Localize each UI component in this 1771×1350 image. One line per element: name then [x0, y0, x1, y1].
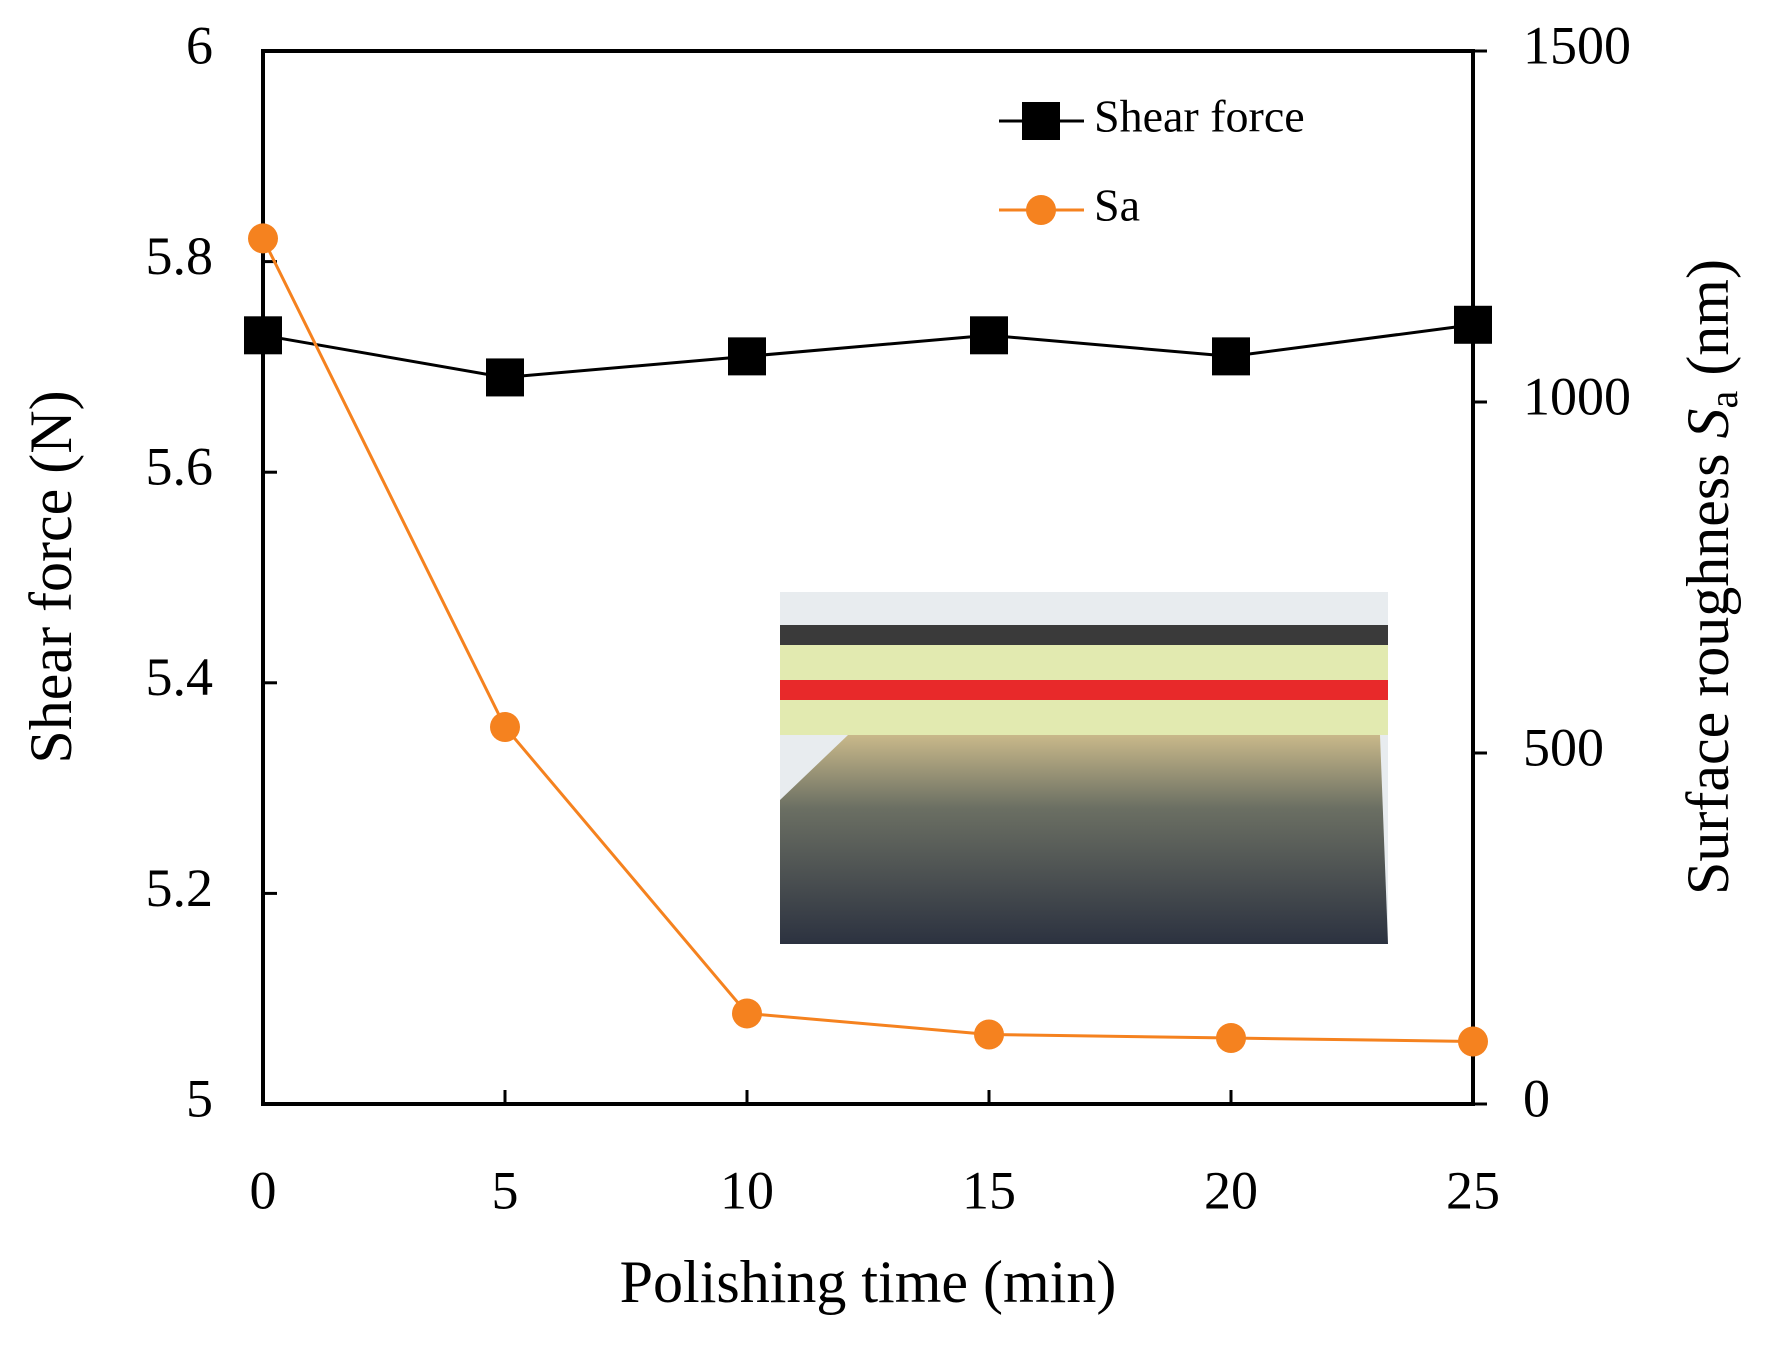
legend-marker	[1022, 102, 1060, 140]
y2-tick-label: 1500	[1523, 15, 1631, 75]
y-tick-label: 5.2	[146, 858, 214, 918]
marker	[732, 998, 762, 1029]
y-tick-label: 5.6	[146, 437, 214, 497]
y-tick-label: 5.8	[146, 226, 214, 286]
x-tick-label: 25	[1446, 1160, 1500, 1220]
marker	[1454, 305, 1492, 344]
y-tick-label: 5	[186, 1068, 213, 1128]
legend-marker	[1026, 195, 1056, 225]
inset-photo	[780, 592, 1388, 944]
marker	[970, 316, 1008, 355]
marker	[248, 223, 278, 254]
marker	[490, 712, 520, 743]
y2-tick-label: 500	[1523, 717, 1604, 777]
x-tick-label: 15	[962, 1160, 1016, 1220]
y2-axis-label: Surface roughness Sa (nm)	[1675, 259, 1746, 895]
y2-tick-label: 1000	[1523, 366, 1631, 426]
label-subscript: a	[1701, 390, 1746, 408]
marker	[974, 1019, 1004, 1050]
x-tick-label: 5	[492, 1160, 519, 1220]
plot-frame	[261, 49, 1475, 1106]
marker	[1216, 1023, 1246, 1054]
legend-label: Sa	[1094, 180, 1140, 231]
label-part: S	[1675, 408, 1741, 438]
x-axis-label: Polishing time (min)	[620, 1249, 1117, 1315]
marker	[728, 337, 766, 376]
x-tick-label: 10	[720, 1160, 774, 1220]
marker	[244, 316, 282, 355]
y-tick-label: 6	[186, 15, 213, 75]
marker	[486, 358, 524, 397]
x-tick-label: 20	[1204, 1160, 1258, 1220]
series-line	[262, 323, 1474, 379]
series-line	[261, 237, 1474, 1044]
marker	[1212, 337, 1250, 376]
y-axis-label: Shear force (N)	[18, 390, 84, 763]
label-part: Surface roughness	[1675, 438, 1741, 895]
legend-label: Shear force	[1094, 91, 1305, 142]
label-part: (nm)	[1675, 259, 1741, 391]
x-tick-label: 0	[250, 1160, 277, 1220]
marker	[1458, 1026, 1488, 1057]
y2-tick-label: 0	[1523, 1068, 1550, 1128]
y-tick-label: 5.4	[146, 647, 214, 707]
